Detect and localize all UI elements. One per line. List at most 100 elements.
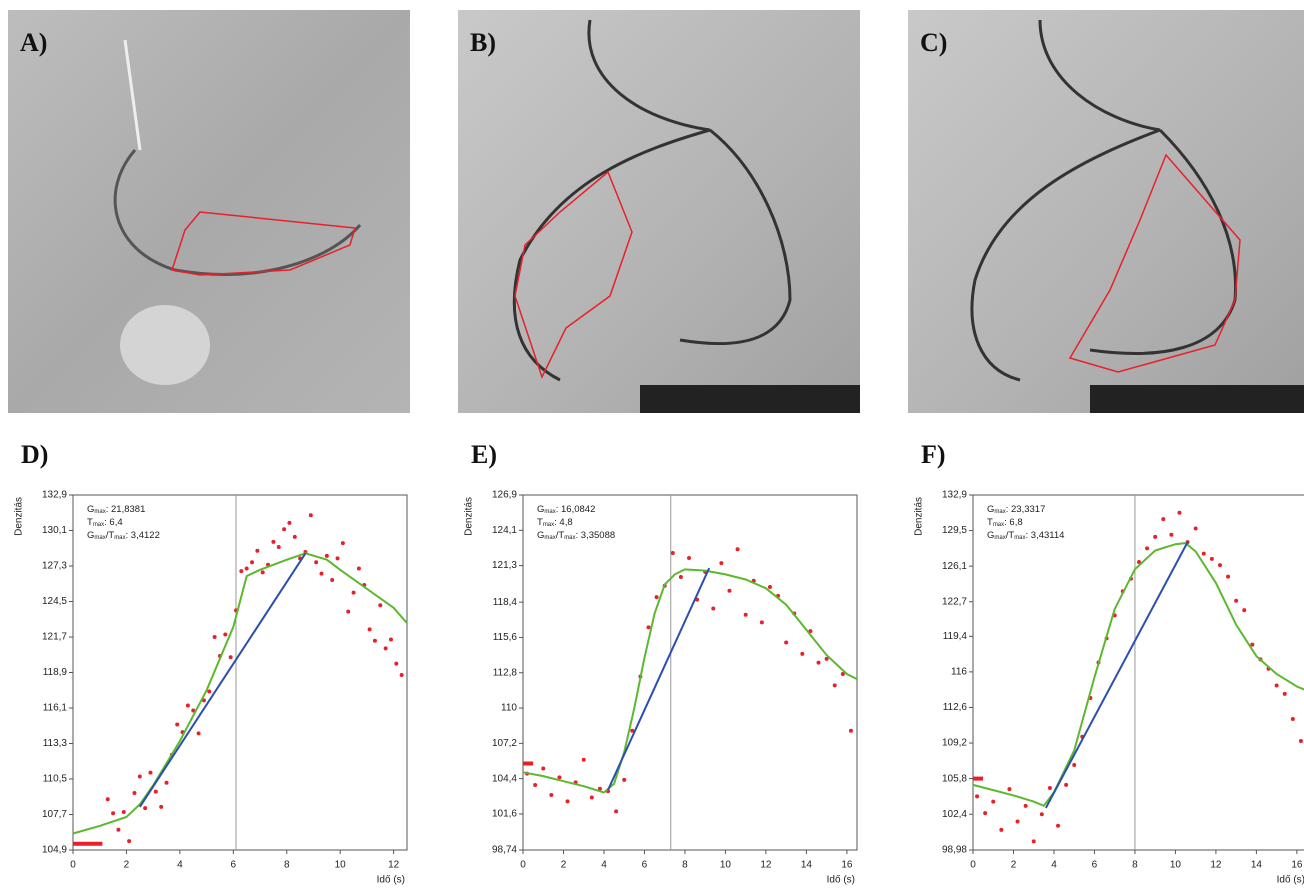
y-tick-label: 127,3: [42, 561, 67, 572]
x-axis-label: Idő (s): [827, 875, 855, 886]
data-point: [1193, 526, 1198, 531]
y-tick-label: 121,3: [492, 560, 517, 571]
y-tick-label: 129,5: [942, 525, 967, 536]
data-point: [394, 661, 399, 666]
data-point: [727, 588, 732, 593]
subscript: max: [544, 509, 555, 515]
data-point: [1209, 556, 1214, 561]
data-point: [1217, 563, 1222, 568]
data-point: [191, 708, 196, 713]
annotation-text: G: [537, 530, 544, 541]
x-tick-label: 0: [70, 860, 76, 871]
subscript: max: [543, 522, 554, 528]
y-tick-label: 98,74: [492, 845, 517, 856]
data-point: [367, 627, 372, 632]
data-point: [185, 703, 190, 708]
y-tick-label: 118,9: [43, 667, 68, 678]
x-tick-label: 4: [601, 860, 607, 871]
data-point: [324, 553, 329, 558]
data-point: [132, 790, 137, 795]
data-point: [250, 560, 255, 565]
data-point: [356, 566, 361, 571]
data-point: [678, 574, 683, 579]
x-tick-label: 0: [520, 860, 526, 871]
annotation-text: : 21,8381: [106, 504, 146, 515]
x-tick-label: 12: [1210, 860, 1222, 871]
data-point: [255, 548, 260, 553]
data-point: [148, 770, 153, 775]
chart-title: E): [471, 440, 497, 469]
chart: E) Denzitás Idő (s) 98,74 101,6 104,4 107,2 110…: [464, 440, 858, 886]
data-point: [137, 774, 142, 779]
data-point: [399, 673, 404, 678]
x-tick-label: 6: [231, 860, 237, 871]
data-point: [121, 809, 126, 814]
data-point: [260, 570, 265, 575]
angiogram-a: [8, 10, 410, 413]
annotation-text: G: [87, 504, 94, 515]
annotation-text: : 3,43114: [1026, 530, 1065, 541]
annotation: Gmax/Tmax: 3,43114: [987, 530, 1064, 541]
y-tick-label: 98,98: [942, 845, 967, 856]
plot-area: [972, 494, 1304, 851]
annotation: Tmax: 6,8: [987, 517, 1023, 528]
x-tick-label: 2: [1011, 860, 1017, 871]
data-point: [654, 595, 659, 600]
y-tick-label: 116,1: [43, 703, 68, 714]
x-tick-label: 10: [720, 860, 732, 871]
data-point: [207, 689, 212, 694]
annotation: Gmax: 23,3317: [987, 504, 1045, 515]
annotation-text: G: [537, 504, 544, 515]
data-point: [824, 656, 829, 661]
y-tick-label: 112,8: [493, 667, 518, 678]
data-point: [212, 635, 217, 639]
subscript: max: [544, 535, 555, 541]
data-point: [999, 827, 1004, 832]
data-point: [767, 585, 772, 590]
y-axis-label: Denzitás: [464, 497, 475, 536]
subscript: max: [94, 509, 105, 515]
annotation-text: G: [987, 504, 994, 515]
data-point: [175, 722, 180, 727]
data-point: [743, 612, 748, 617]
y-tick-label: 122,7: [942, 596, 967, 607]
data-point: [622, 777, 627, 782]
data-point: [388, 637, 393, 642]
data-point: [784, 640, 789, 645]
annotation-text: : 3,35088: [576, 530, 616, 541]
data-point: [1047, 786, 1052, 791]
annotation: Gmax/Tmax: 3,35088: [537, 530, 615, 541]
data-point: [153, 789, 158, 794]
data-point: [346, 609, 351, 614]
subscript: max: [994, 509, 1005, 515]
data-point: [1177, 510, 1182, 515]
data-point: [159, 804, 164, 809]
x-tick-label: 8: [1132, 860, 1138, 871]
data-point: [991, 799, 996, 804]
data-point: [127, 839, 132, 844]
data-point: [1169, 532, 1174, 537]
chart: F) Denzitás Idő (s) 98,98 102,4 105,8 109,2 112…: [914, 440, 1304, 886]
curve: [138, 552, 307, 808]
x-tick-label: 4: [1051, 860, 1057, 871]
panel-label: B): [470, 28, 496, 57]
x-tick-label: 4: [177, 860, 183, 871]
y-tick-label: 115,6: [493, 632, 518, 643]
subscript: max: [1014, 535, 1025, 541]
data-point: [1290, 716, 1295, 721]
data-point: [1250, 642, 1255, 647]
y-tick-label: 116: [951, 667, 967, 678]
data-point: [1072, 763, 1077, 768]
x-tick-label: 10: [335, 860, 347, 871]
data-point: [111, 811, 116, 816]
x-tick-label: 2: [124, 860, 130, 871]
data-point: [383, 646, 388, 651]
data-point: [378, 603, 383, 608]
y-tick-label: 112,6: [943, 702, 968, 713]
panel-label: A): [20, 28, 47, 57]
curve: [972, 542, 1304, 808]
y-tick-label: 132,9: [42, 490, 67, 501]
y-tick-label: 124,5: [42, 596, 67, 607]
annotation-text: T: [537, 517, 543, 528]
data-point: [287, 520, 292, 525]
